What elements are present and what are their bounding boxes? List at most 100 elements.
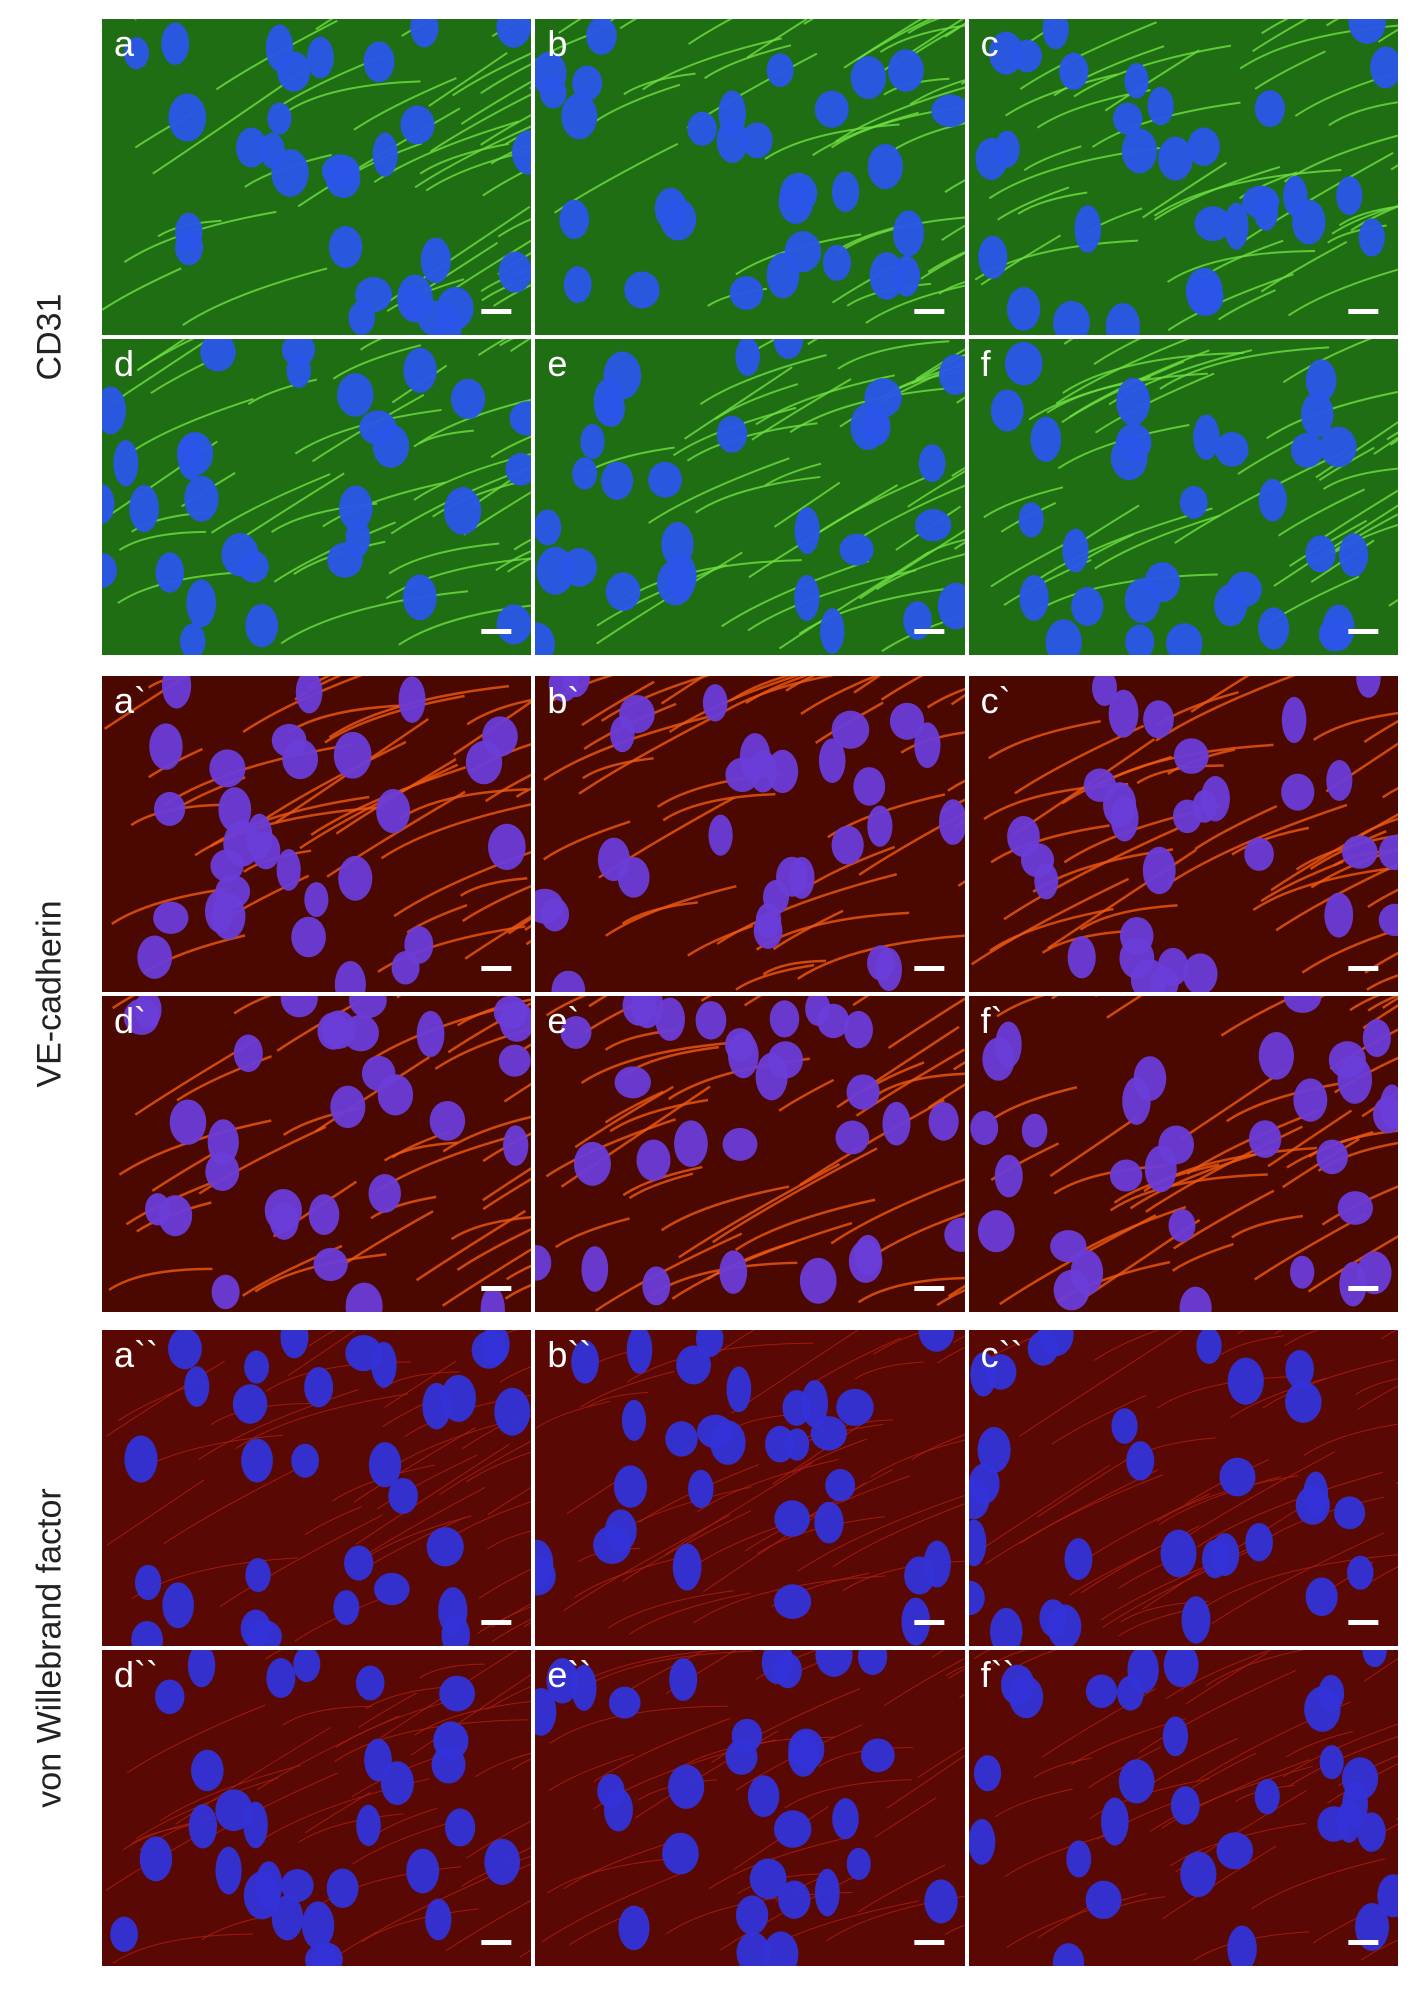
nucleus	[1257, 607, 1289, 650]
cell-edge	[757, 1516, 886, 1554]
nucleus	[398, 676, 426, 723]
cell-edge	[1324, 489, 1398, 538]
nucleus	[1118, 1759, 1155, 1804]
nucleus	[295, 676, 323, 714]
cell-edge	[198, 1125, 327, 1195]
nucleus	[1187, 127, 1220, 166]
nucleus	[233, 1034, 263, 1073]
nucleus	[241, 1438, 273, 1483]
cell-edge	[1395, 1481, 1398, 1485]
cell-edge	[661, 1185, 790, 1232]
nucleus	[774, 1810, 812, 1848]
nucleus	[609, 1686, 641, 1719]
nucleus	[158, 1195, 193, 1237]
nucleus	[882, 1101, 911, 1146]
cell-edge	[735, 1198, 876, 1251]
nucleus	[251, 831, 281, 870]
nucleus	[131, 1621, 164, 1646]
cell-edge	[806, 1337, 902, 1389]
cell-edge	[315, 19, 334, 31]
panel-label: a``	[114, 1334, 158, 1375]
nucleus	[1357, 1812, 1386, 1852]
nucleus	[134, 1564, 162, 1601]
nucleus	[333, 1590, 360, 1626]
cell-edge	[1186, 1109, 1320, 1175]
cell-edge	[459, 876, 528, 897]
nucleus	[1083, 768, 1116, 802]
micrograph-panel: a`	[102, 676, 532, 992]
nucleus	[696, 1330, 724, 1357]
nucleus	[1119, 937, 1154, 979]
cell-edge	[210, 473, 331, 534]
cell-edge	[175, 1727, 331, 1825]
cell-edge	[1093, 1330, 1160, 1361]
cell-edge	[990, 1650, 1027, 1666]
cell-edge	[819, 476, 927, 533]
micrograph-panel: f`	[968, 996, 1398, 1312]
nucleus	[939, 354, 965, 396]
cell-edge	[818, 1746, 914, 1768]
micrograph	[108, 996, 532, 1312]
cell-edge	[476, 1606, 532, 1634]
nucleus	[1300, 391, 1334, 438]
cell-edge	[1004, 1832, 1116, 1878]
cell-edge	[1315, 420, 1398, 479]
nucleus	[1149, 966, 1179, 992]
cell-edge	[334, 1719, 529, 1762]
cell-edge	[1068, 1548, 1156, 1596]
nucleus	[614, 1066, 652, 1099]
panel-label: b``	[547, 1334, 592, 1375]
nucleus	[221, 532, 259, 577]
cell-edge	[1260, 19, 1289, 35]
cell-edge	[622, 1510, 752, 1582]
cell-edge	[580, 1370, 676, 1408]
nucleus	[973, 1755, 1001, 1792]
nucleus	[439, 1675, 476, 1712]
cell-edge	[106, 1360, 225, 1437]
cell-edge	[858, 811, 965, 876]
nucleus	[1065, 1840, 1091, 1878]
group-label: von Willebrand factor	[30, 1488, 69, 1808]
cell-edge	[1018, 1330, 1184, 1437]
cell-edge	[358, 1692, 417, 1728]
panel-label: f	[980, 343, 991, 384]
nucleus	[755, 1052, 789, 1101]
nucleus	[1305, 1577, 1338, 1617]
cell-edge	[150, 359, 210, 395]
cell-edge	[648, 457, 790, 524]
cell-edge	[1273, 1330, 1282, 1335]
nucleus	[831, 825, 865, 865]
cell-edge	[944, 179, 965, 193]
nucleus	[186, 579, 217, 628]
cell-edge	[555, 1217, 631, 1249]
cell-edge	[1252, 866, 1398, 912]
nucleus	[168, 1330, 202, 1370]
micrograph	[974, 19, 1398, 335]
nucleus	[546, 1658, 579, 1704]
nucleus	[313, 1247, 348, 1282]
cell-edge	[504, 1283, 532, 1300]
micrograph-panel: e`	[535, 996, 965, 1312]
micrograph	[970, 676, 1398, 992]
cell-edge	[1093, 339, 1141, 365]
nucleus	[618, 1905, 650, 1951]
nucleus	[1241, 185, 1280, 219]
nucleus	[1196, 1330, 1222, 1364]
cell-edge	[478, 1568, 532, 1599]
cell-edge	[1165, 803, 1348, 886]
micrograph	[102, 19, 532, 335]
cell-edge	[134, 19, 138, 21]
cell-edge	[1363, 1657, 1398, 1682]
cell-edge	[959, 1694, 965, 1699]
nucleus	[291, 1443, 319, 1478]
nucleus	[416, 1010, 445, 1058]
cell-edge	[1273, 504, 1398, 587]
scale-bar	[1347, 629, 1378, 634]
nucleus	[919, 444, 946, 483]
nucleus	[187, 1650, 216, 1688]
cell-edge	[108, 1267, 213, 1291]
nucleus	[110, 1916, 138, 1952]
micrograph-panel: a``	[102, 1330, 532, 1646]
nucleus	[397, 274, 433, 323]
scale-bar	[1347, 966, 1378, 971]
